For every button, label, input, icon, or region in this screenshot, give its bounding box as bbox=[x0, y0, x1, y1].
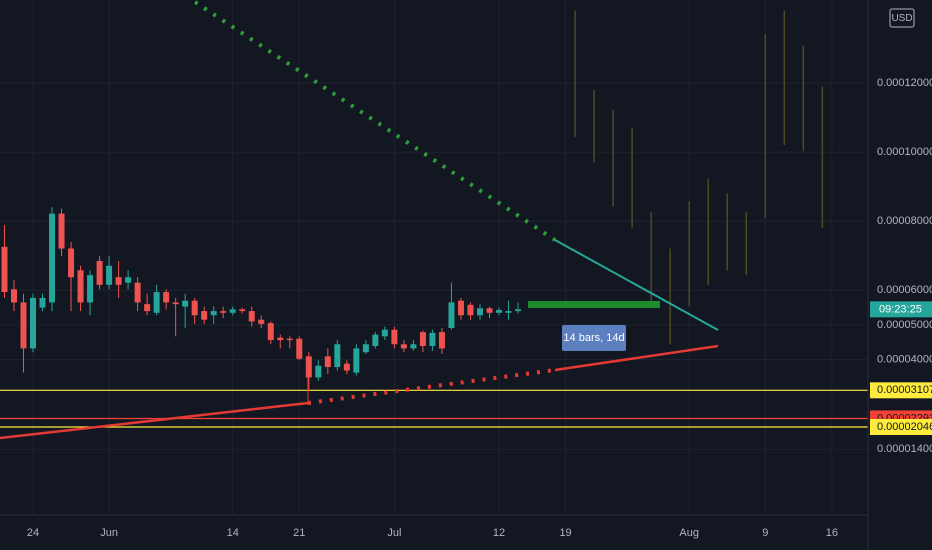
candle-body bbox=[10, 289, 17, 303]
candle-body bbox=[58, 213, 65, 249]
y-tick-label: 0.00008000 bbox=[877, 215, 932, 227]
annotation-box bbox=[562, 325, 626, 351]
candle-body bbox=[448, 302, 455, 329]
drawings: 14 bars, 14d bbox=[0, 0, 719, 440]
candle-body bbox=[400, 344, 407, 349]
candle-body bbox=[153, 292, 160, 313]
candle-body bbox=[87, 275, 94, 303]
candles bbox=[1, 207, 522, 392]
x-tick-label: 19 bbox=[559, 527, 571, 539]
candle-body bbox=[68, 248, 75, 278]
countdown: 09:23:25 bbox=[879, 303, 922, 315]
candle-body bbox=[438, 332, 445, 349]
x-tick-label: 24 bbox=[27, 527, 39, 539]
candle-body bbox=[419, 332, 426, 346]
axes: 0.00012000 0.00010000 0.00008000 0.00006000… bbox=[27, 77, 932, 539]
candle-body bbox=[115, 277, 122, 285]
candle-body bbox=[144, 304, 151, 312]
candle-body bbox=[467, 304, 474, 316]
candle-body bbox=[229, 309, 236, 313]
candle-body bbox=[515, 309, 522, 312]
level-label: 0.00003107 bbox=[877, 384, 932, 396]
candle-body bbox=[286, 338, 293, 341]
y-tick-label: 0.00006000 bbox=[877, 284, 932, 296]
currency: USD bbox=[891, 13, 912, 24]
candle-body bbox=[125, 277, 132, 283]
candle-body bbox=[381, 329, 388, 337]
trend-green bbox=[554, 239, 719, 331]
candle-body bbox=[248, 311, 255, 322]
candle-body bbox=[20, 302, 27, 349]
x-tick-label: Jul bbox=[387, 527, 401, 539]
candle-body bbox=[324, 356, 331, 368]
candle-body bbox=[353, 348, 360, 373]
currency-box bbox=[889, 8, 915, 28]
candle-body bbox=[172, 302, 179, 305]
candle-body bbox=[201, 311, 208, 320]
x-tick-label: 21 bbox=[293, 527, 305, 539]
candle-body bbox=[410, 344, 417, 349]
y-tick-label: 0.00012000 bbox=[877, 77, 932, 89]
candle-body bbox=[334, 344, 341, 368]
trend-red bbox=[0, 401, 309, 440]
x-tick-label: 16 bbox=[826, 527, 838, 539]
candle-body bbox=[239, 309, 246, 312]
level-badge bbox=[870, 382, 932, 399]
candle-body bbox=[362, 344, 369, 353]
candle-body bbox=[496, 310, 503, 313]
bars-range bbox=[528, 301, 660, 308]
candle-body bbox=[315, 365, 322, 378]
candle-body bbox=[134, 282, 141, 303]
x-tick-label: Jun bbox=[100, 527, 118, 539]
candle-body bbox=[49, 213, 56, 303]
candle-body bbox=[220, 311, 227, 313]
candle-body bbox=[486, 308, 493, 313]
plot-area: 14 bars, 14d bbox=[0, 0, 868, 440]
candle-body bbox=[372, 334, 379, 346]
candle-body bbox=[267, 323, 274, 341]
y-tick-label: 0.00001400 bbox=[877, 443, 932, 455]
y-tick-label: 0.00005000 bbox=[877, 319, 932, 331]
candle-body bbox=[305, 356, 312, 378]
candle-body bbox=[476, 308, 483, 316]
x-tick-label: 12 bbox=[493, 527, 505, 539]
countdown-badge bbox=[870, 301, 932, 318]
candle-body bbox=[77, 270, 84, 303]
projection bbox=[574, 10, 824, 345]
candle-body bbox=[106, 265, 113, 285]
candle-body bbox=[457, 300, 464, 316]
candle-body bbox=[277, 337, 284, 341]
candle-body bbox=[296, 338, 303, 359]
x-tick-label: Aug bbox=[679, 527, 699, 539]
candle-body bbox=[191, 300, 198, 316]
x-tick-label: 9 bbox=[762, 527, 768, 539]
candle-body bbox=[258, 319, 265, 324]
candle-body bbox=[39, 297, 46, 308]
levels bbox=[0, 389, 868, 428]
candle-body bbox=[1, 246, 8, 293]
candle-body bbox=[429, 332, 436, 346]
candle-body bbox=[391, 329, 398, 345]
y-tick-label: 0.00004000 bbox=[877, 353, 932, 365]
candle-body bbox=[182, 300, 189, 307]
level-badge bbox=[870, 419, 932, 436]
candle-body bbox=[210, 311, 217, 316]
candle-body bbox=[505, 311, 512, 313]
candle-body bbox=[343, 363, 350, 371]
y-tick-label: 0.00010000 bbox=[877, 146, 932, 158]
annotation: 14 bars, 14d bbox=[563, 332, 624, 344]
price-axis bbox=[868, 0, 932, 550]
candle-body bbox=[96, 260, 103, 285]
candle-body bbox=[30, 297, 37, 349]
trend-red-2 bbox=[554, 344, 719, 372]
candle-body bbox=[163, 292, 170, 303]
x-tick-label: 14 bbox=[227, 527, 239, 539]
level-label: 0.00002046 bbox=[877, 421, 932, 433]
